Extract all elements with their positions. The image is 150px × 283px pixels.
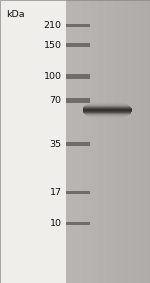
- Text: kDa: kDa: [6, 10, 25, 19]
- FancyBboxPatch shape: [83, 112, 131, 113]
- Text: 150: 150: [44, 41, 62, 50]
- FancyBboxPatch shape: [84, 106, 130, 107]
- FancyBboxPatch shape: [66, 23, 90, 27]
- FancyBboxPatch shape: [82, 110, 132, 111]
- Text: 70: 70: [50, 96, 61, 105]
- Text: 17: 17: [50, 188, 61, 197]
- Text: 210: 210: [44, 21, 62, 30]
- Text: 100: 100: [44, 72, 62, 81]
- FancyBboxPatch shape: [87, 104, 128, 105]
- FancyBboxPatch shape: [86, 115, 128, 116]
- FancyBboxPatch shape: [83, 109, 132, 110]
- FancyBboxPatch shape: [66, 222, 90, 225]
- FancyBboxPatch shape: [66, 143, 90, 146]
- Text: 35: 35: [49, 140, 62, 149]
- FancyBboxPatch shape: [66, 74, 90, 79]
- FancyBboxPatch shape: [66, 43, 90, 47]
- Text: 10: 10: [50, 219, 61, 228]
- FancyBboxPatch shape: [0, 0, 66, 283]
- FancyBboxPatch shape: [84, 113, 131, 114]
- FancyBboxPatch shape: [83, 108, 132, 109]
- FancyBboxPatch shape: [85, 114, 129, 115]
- FancyBboxPatch shape: [83, 111, 132, 112]
- FancyBboxPatch shape: [66, 98, 90, 103]
- FancyBboxPatch shape: [84, 107, 131, 108]
- FancyBboxPatch shape: [88, 116, 126, 117]
- FancyBboxPatch shape: [85, 105, 129, 106]
- FancyBboxPatch shape: [66, 191, 90, 194]
